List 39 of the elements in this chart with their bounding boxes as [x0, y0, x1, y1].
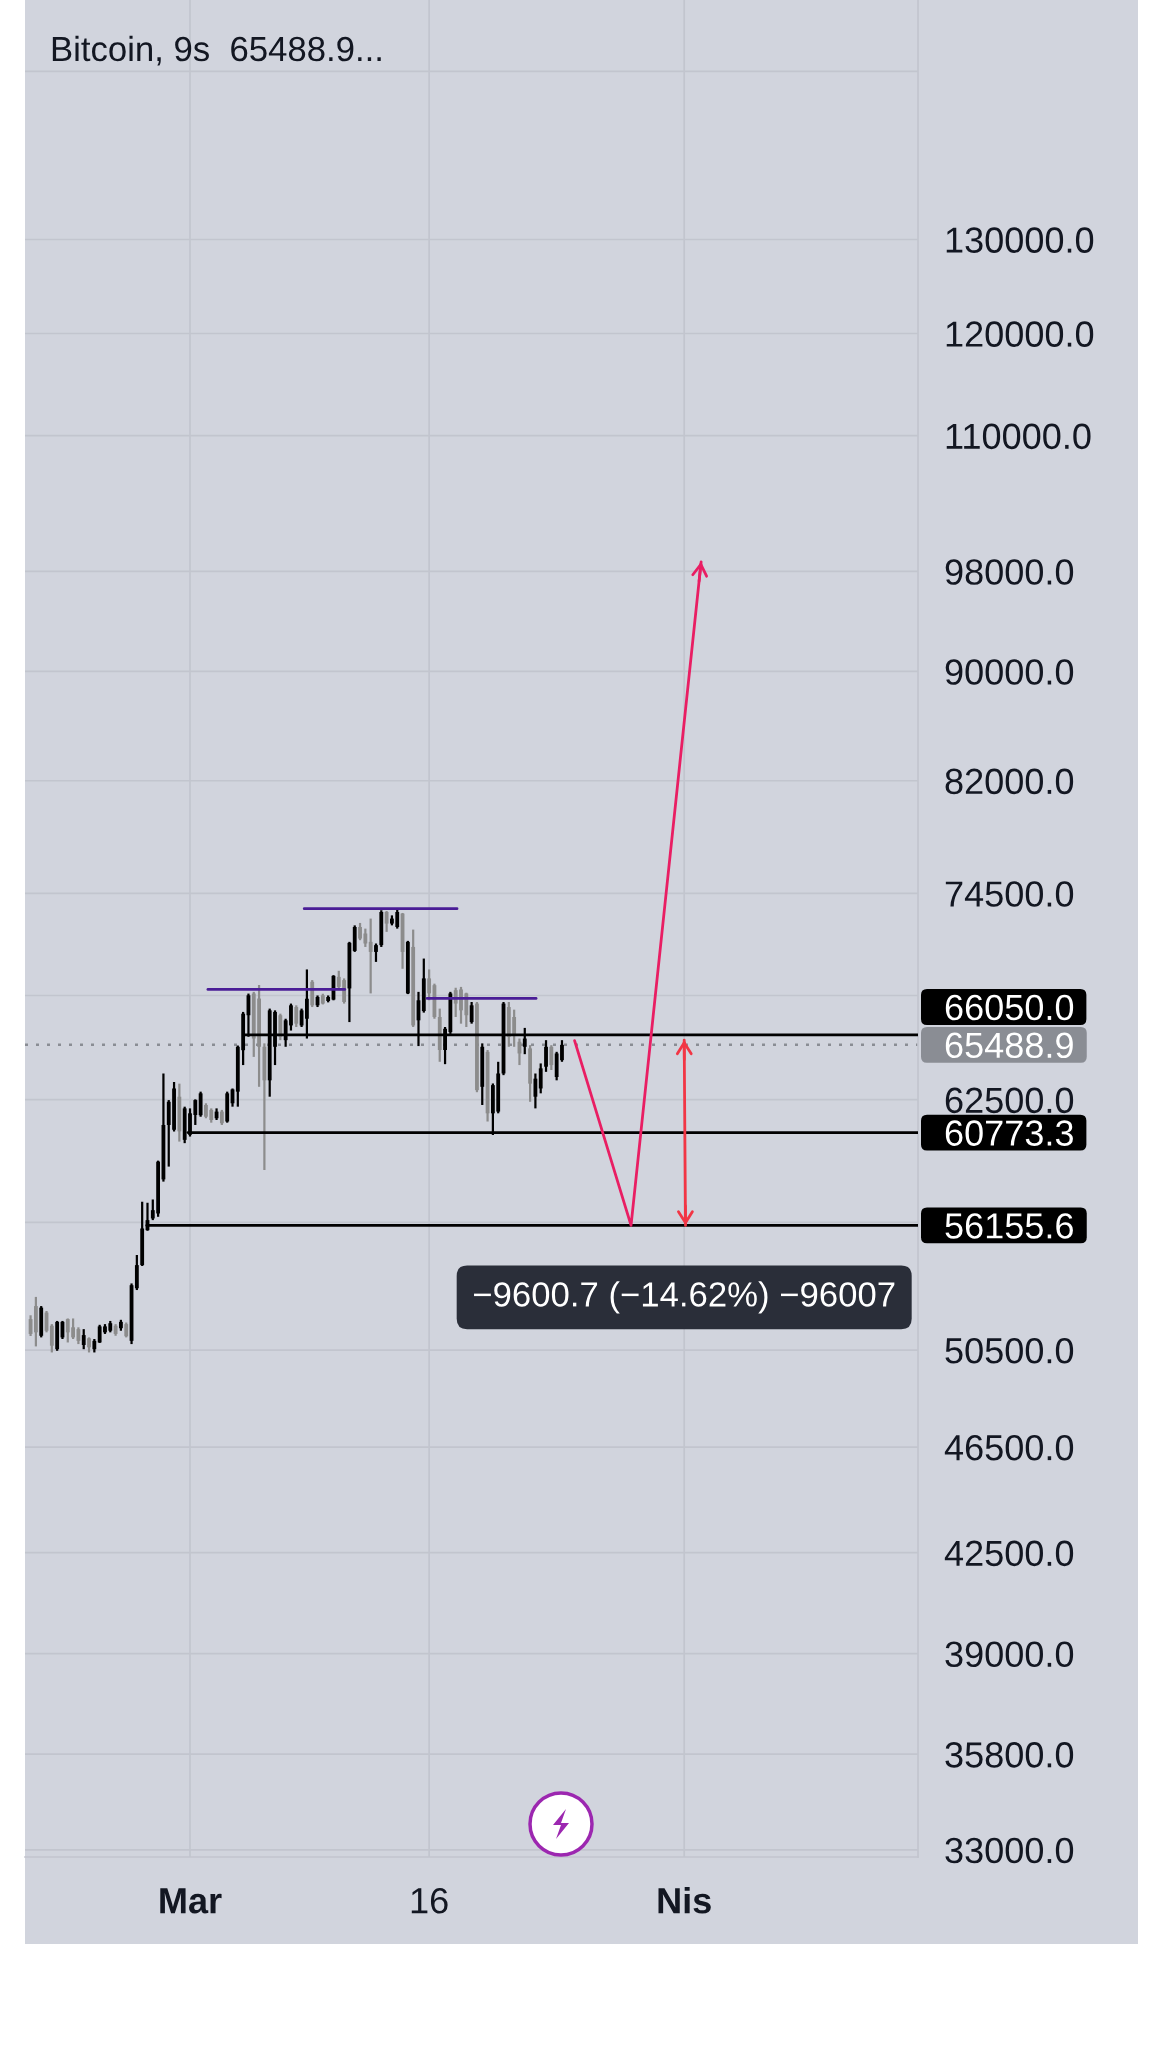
data-label: 56155.6	[945, 1213, 1073, 1239]
candlestick	[384, 909, 389, 933]
text: Bitcoin, 9s 65488.9...	[52, 35, 381, 66]
candlestick	[533, 1072, 538, 1110]
candlestick	[538, 1062, 543, 1095]
candlestick	[119, 1318, 123, 1332]
y-tick-label: 130000.0	[946, 227, 1094, 253]
annotation: −9600.7 (−14.62%) −96007	[474, 1281, 895, 1314]
candlestick	[134, 1253, 139, 1292]
candlestick	[544, 1039, 548, 1073]
y-tick-label: 120000.0	[946, 321, 1094, 347]
candlestick	[352, 924, 357, 954]
data-label: 60773.3	[945, 1120, 1073, 1146]
y-tick-label: 33000.0	[945, 1837, 1074, 1864]
y-tick-label: 46500.0	[944, 1434, 1074, 1461]
candlestick	[81, 1328, 86, 1351]
candlestick	[469, 1000, 474, 1025]
candlestick	[49, 1323, 54, 1354]
candlestick	[368, 917, 373, 995]
x-tick-label: 16	[411, 1887, 448, 1914]
y-tick-label: 110000.0	[946, 423, 1091, 450]
candlestick	[198, 1090, 203, 1118]
y-tick-label: 50500.0	[945, 1337, 1074, 1364]
y-tick-label: 90000.0	[945, 659, 1074, 685]
y-tick-label: 42500.0	[944, 1540, 1074, 1567]
candlestick	[87, 1336, 91, 1354]
ref-line-label: 65488.9	[945, 1032, 1073, 1059]
y-tick-label: 62500.0	[945, 1087, 1074, 1114]
x-tick-label: Mar	[160, 1888, 222, 1914]
y-tick-label: 82000.0	[945, 768, 1074, 795]
candlestick	[374, 942, 378, 964]
y-tick-label: 74500.0	[945, 881, 1074, 907]
y-tick-label: 39000.0	[945, 1641, 1074, 1668]
y-tick-label: 35800.0	[945, 1742, 1074, 1768]
data-label: 66050.0	[945, 994, 1074, 1021]
candlestick	[294, 1004, 299, 1029]
x-tick-label: Nis	[658, 1887, 711, 1914]
y-tick-label: 98000.0	[945, 559, 1074, 585]
candlestick	[278, 1012, 283, 1042]
